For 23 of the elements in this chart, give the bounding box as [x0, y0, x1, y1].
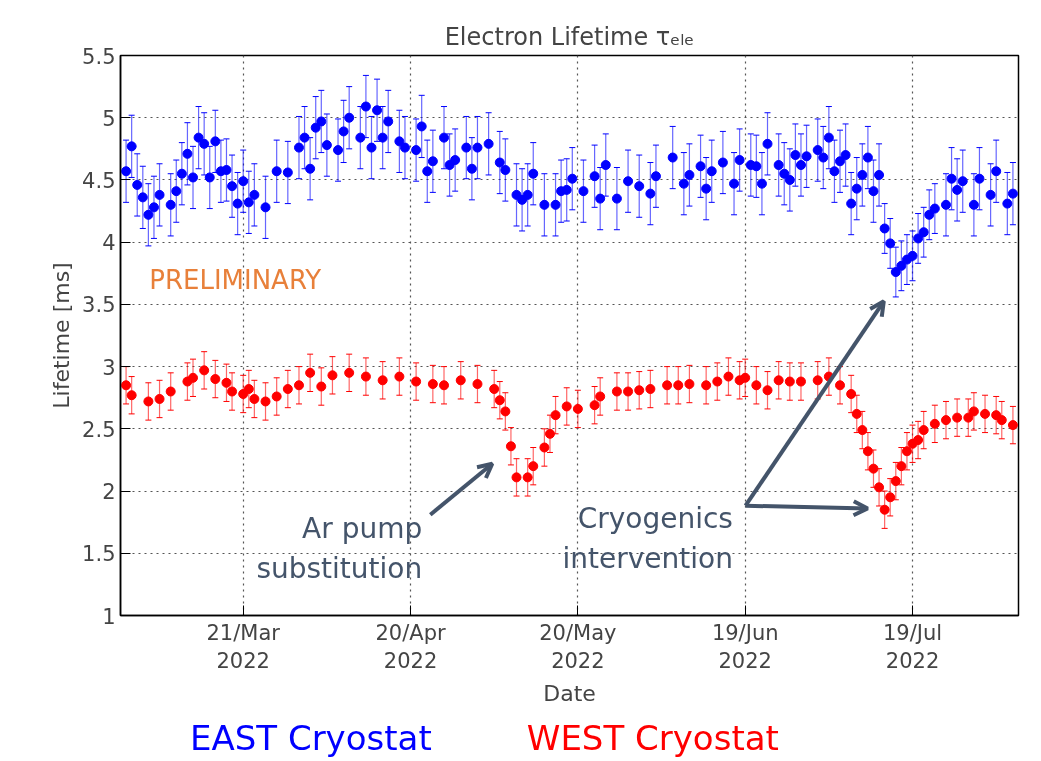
x-tick-label: 20/Apr 2022: [375, 620, 446, 674]
chart-title: Electron Lifetime τₑₗₑ: [444, 22, 695, 51]
y-tick-label: 4.5: [82, 168, 116, 193]
y-tick-label: 2: [102, 480, 116, 505]
x-tick-label: 20/May 2022: [539, 620, 617, 674]
y-tick-label: 1: [102, 604, 116, 629]
y-tick-label: 2.5: [82, 417, 116, 442]
y-tick-label: 5: [102, 106, 116, 131]
y-tick-label: 3.5: [82, 293, 116, 318]
text: EAST Cryostat: [190, 717, 432, 760]
y-tick-label: 4: [102, 231, 116, 256]
y-tick-label: 3: [102, 355, 116, 380]
x-tick-label: 19/Jun 2022: [711, 620, 779, 674]
x-tick-label: 21/Mar 2022: [206, 620, 281, 674]
x-tick-label: 19/Jul 2022: [882, 620, 943, 674]
y-tick-label: 1.5: [82, 542, 116, 567]
y-axis-title: Lifetime [ms]: [49, 262, 75, 409]
annotation: Cryogenics intervention: [562, 502, 733, 575]
annotation: PRELIMINARY: [149, 264, 322, 295]
y-tick-label: 5.5: [82, 44, 116, 69]
text: WEST Cryostat: [526, 717, 779, 760]
annotation: Ar pump substitution: [256, 512, 423, 585]
x-axis-title: Date: [543, 681, 596, 707]
